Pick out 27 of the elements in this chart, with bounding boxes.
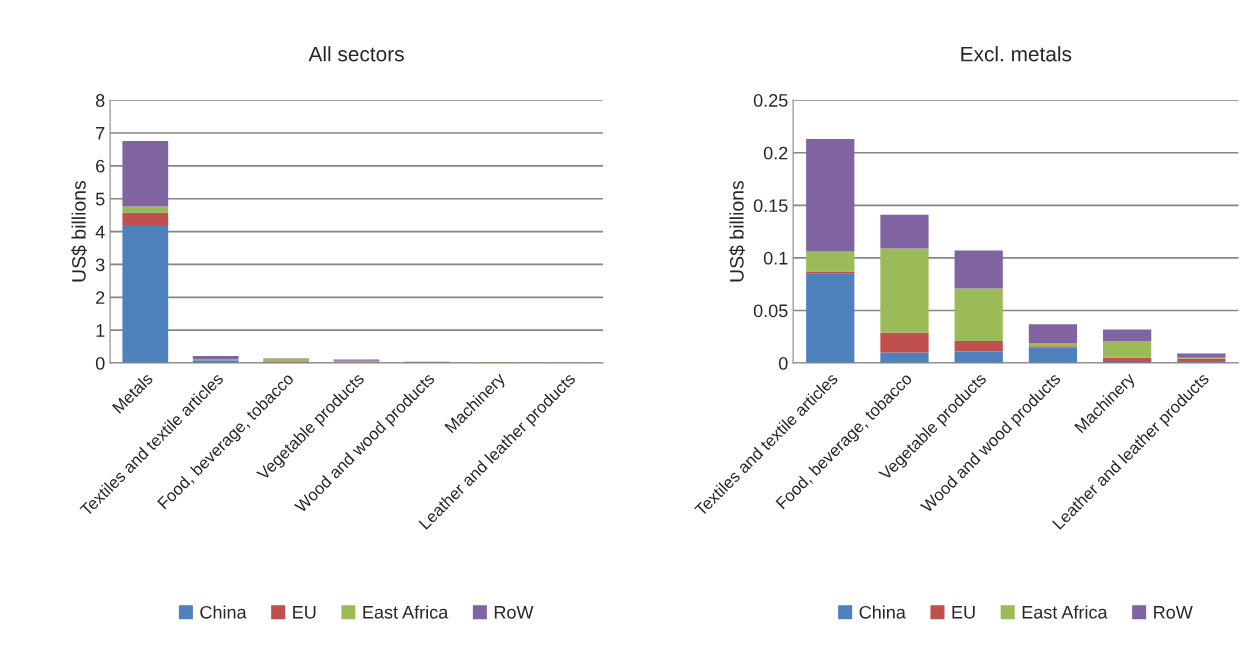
y-tick-label: 6 <box>96 159 105 173</box>
y-tick-label: 0.15 <box>753 199 788 213</box>
y-tick-label: 5 <box>95 192 105 206</box>
y-tick-label: 0.2 <box>763 146 788 160</box>
y-tick-label: 0.1 <box>763 251 788 265</box>
y-axis-title: US$ billions <box>71 180 87 282</box>
legend-label: RoW <box>494 606 534 619</box>
y-tick-label: 0 <box>778 356 788 370</box>
y-tick-label: 3 <box>95 258 105 272</box>
legend-label: RoW <box>1154 606 1193 619</box>
y-tick-label: 0 <box>95 356 105 370</box>
legend-label: China <box>859 605 906 619</box>
legend-label: China <box>200 605 247 619</box>
y-tick-label: 4 <box>95 225 105 239</box>
y-axis-title: US$ billions <box>729 180 745 282</box>
y-tick-label: 7 <box>96 127 105 140</box>
legend-label: EU <box>293 606 316 619</box>
y-tick-label: 8 <box>95 94 105 107</box>
legend-label: EU <box>952 606 975 619</box>
y-tick-label: 0.05 <box>753 304 788 318</box>
chart-title: Excl. metals <box>961 46 1072 62</box>
chart-title: All sectors <box>308 46 404 62</box>
y-tick-label: 1 <box>96 324 105 337</box>
y-tick-label: 0.25 <box>753 94 788 107</box>
y-tick-label: 2 <box>96 291 105 304</box>
legend-label: East Africa <box>1022 605 1108 619</box>
legend-label: East Africa <box>363 605 449 619</box>
